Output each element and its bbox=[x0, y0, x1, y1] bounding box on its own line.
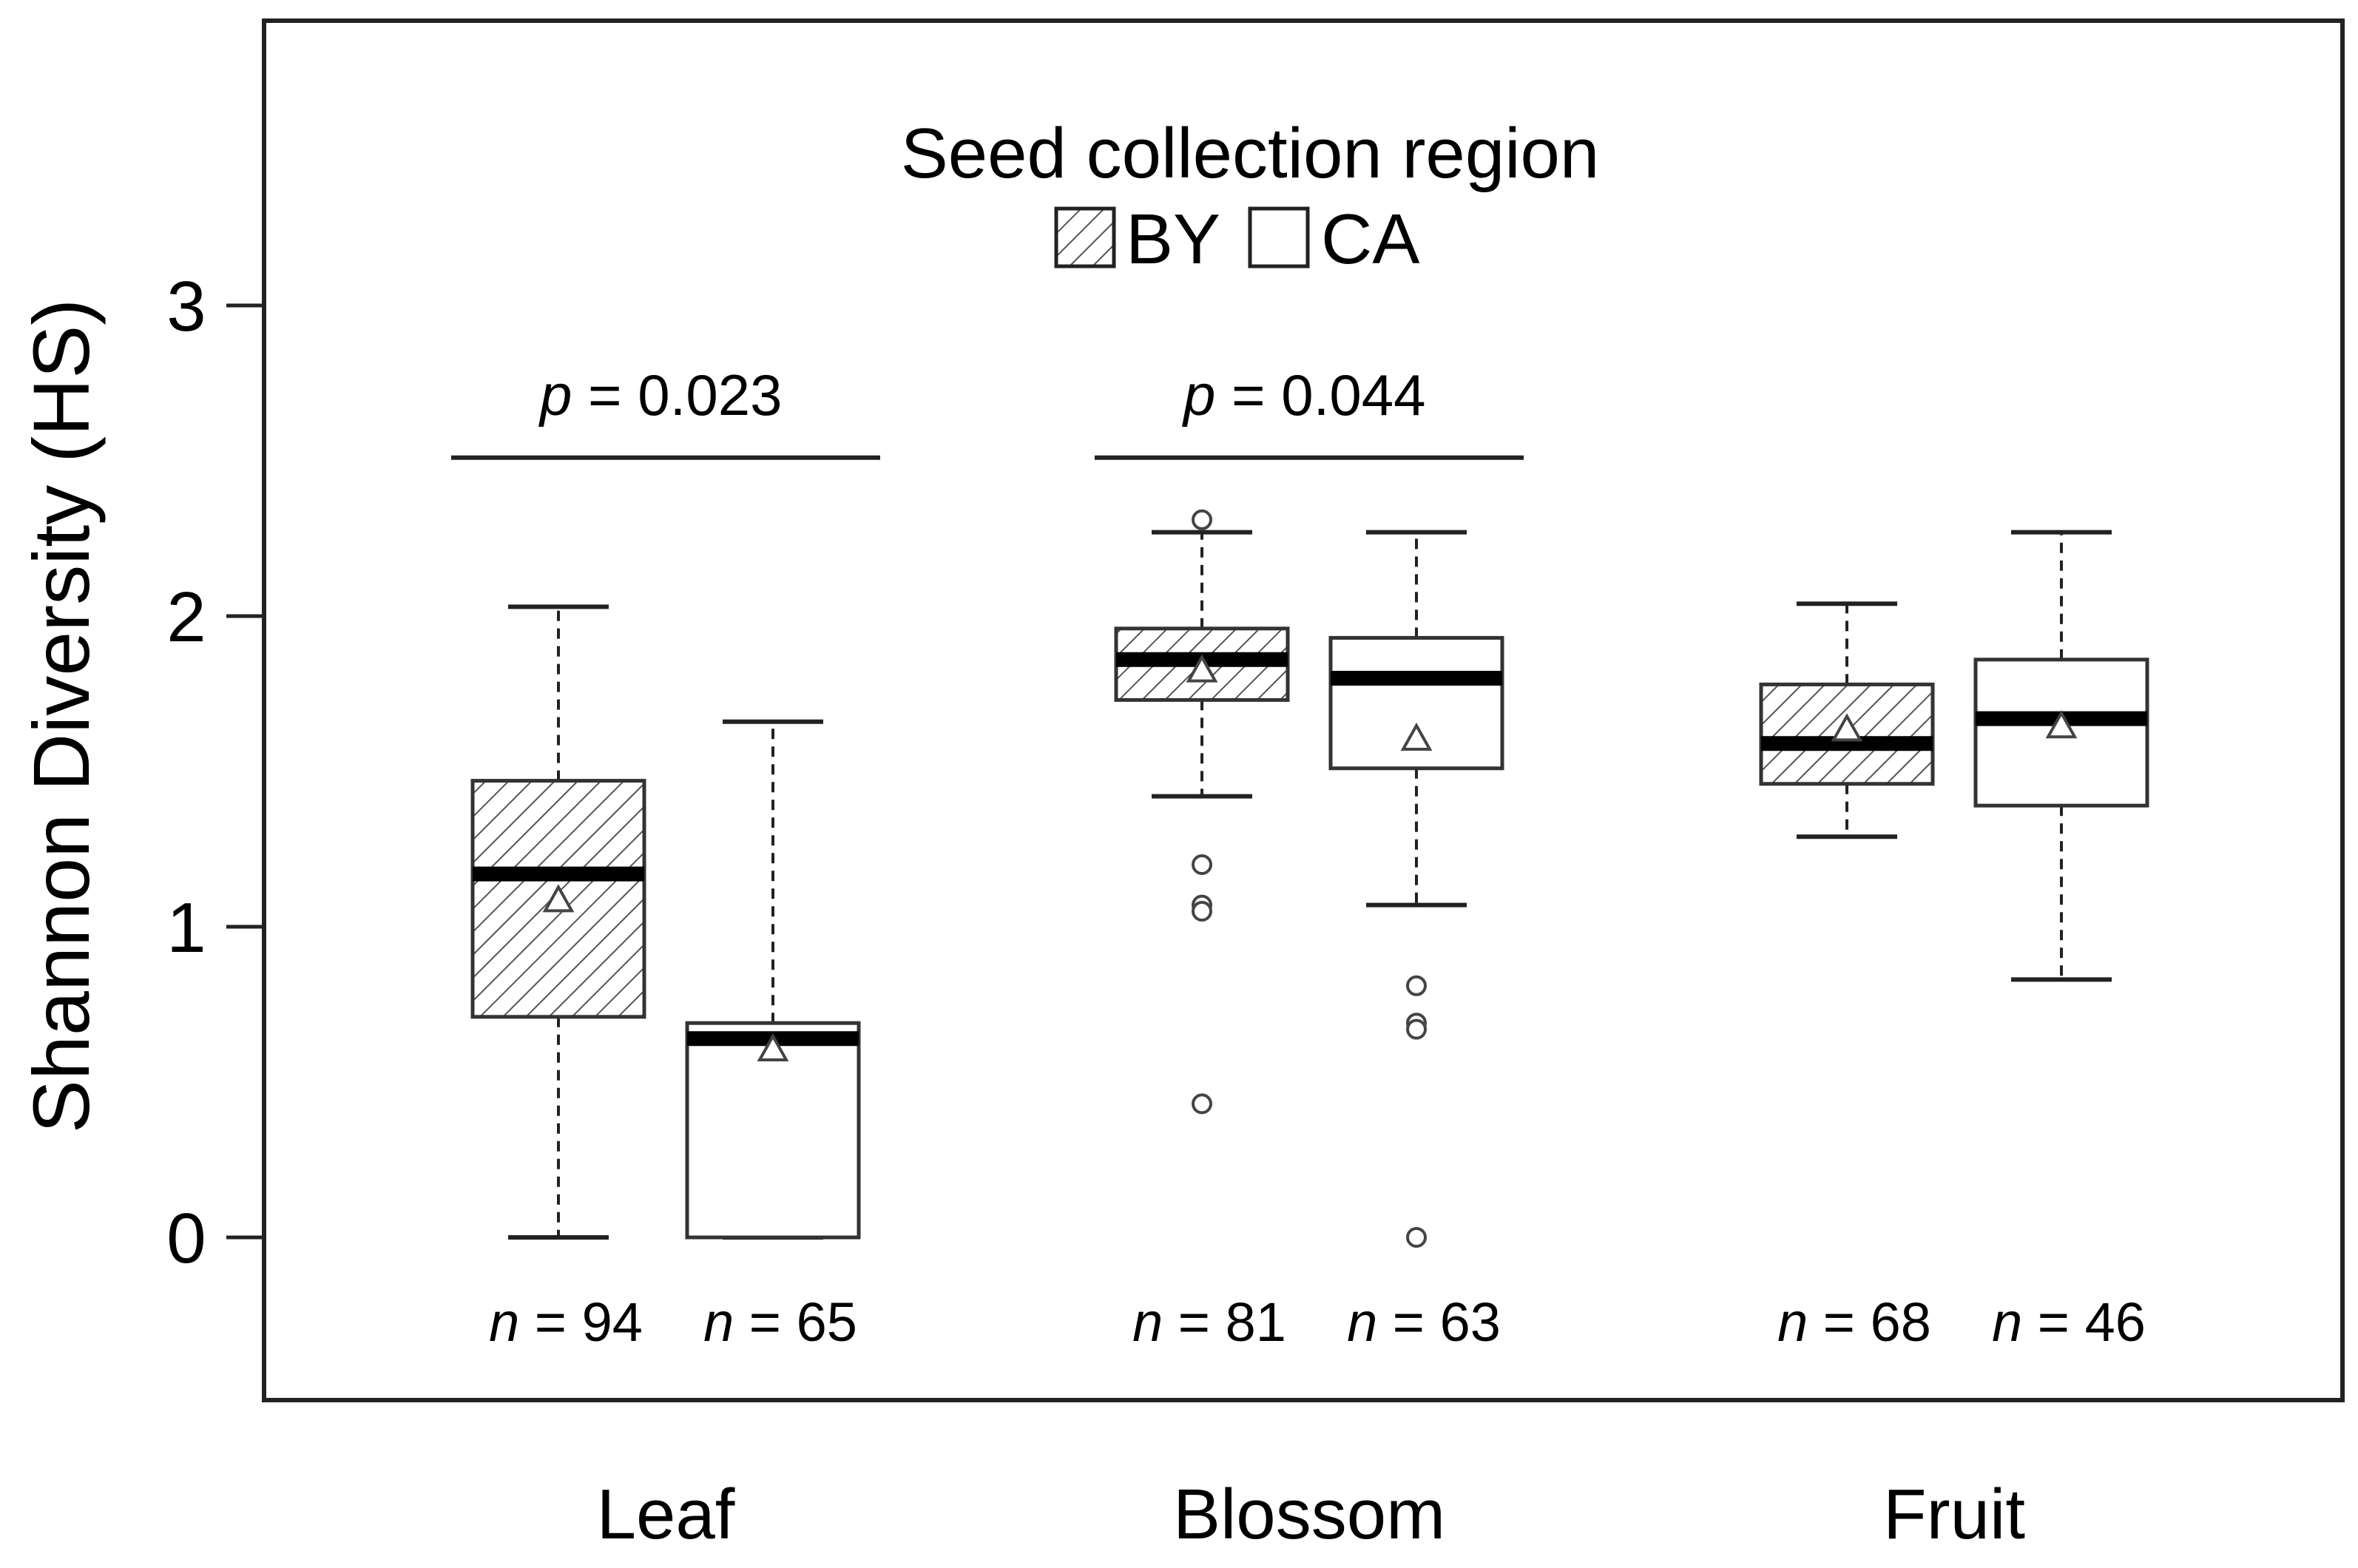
x-category-labels: Leaf Blossom Fruit bbox=[597, 1475, 2025, 1554]
mean-marker-ca-blossom bbox=[1400, 722, 1433, 751]
p-value-blossom: p = 0.044 bbox=[1182, 362, 1425, 428]
legend-swatch-ca bbox=[1248, 206, 1310, 268]
y-tick-label-1: 1 bbox=[166, 888, 206, 967]
legend: Seed collection region BY CA bbox=[901, 114, 1600, 279]
legend-label-ca: CA bbox=[1321, 200, 1419, 279]
x-label-blossom: Blossom bbox=[1173, 1475, 1445, 1554]
mean-marker-by-blossom bbox=[1186, 654, 1218, 683]
x-label-leaf: Leaf bbox=[597, 1475, 735, 1554]
outlier-by-blossom-4 bbox=[1192, 1093, 1212, 1115]
legend-title: Seed collection region bbox=[901, 114, 1600, 193]
y-axis: 0 1 2 3 bbox=[166, 267, 264, 1278]
y-tick-label-2: 2 bbox=[166, 578, 206, 657]
outlier-by-blossom-1 bbox=[1192, 854, 1212, 875]
sample-size-labels: n = 94 n = 81 n = 68 n = 65 n = 63 n = 46 bbox=[489, 1291, 2146, 1353]
outlier-by-blossom-3 bbox=[1192, 901, 1212, 922]
n-label-ca-leaf: n = 65 bbox=[703, 1291, 857, 1353]
p-value-leaf: p = 0.023 bbox=[538, 362, 782, 428]
box-ca-fruit bbox=[1973, 530, 2149, 982]
y-axis-label: Shannon Diversity (HS) bbox=[16, 299, 106, 1133]
n-label-ca-fruit: n = 46 bbox=[1992, 1291, 2146, 1353]
outlier-ca-blossom-0 bbox=[1406, 975, 1427, 996]
outlier-by-blossom-0 bbox=[1192, 509, 1212, 530]
n-label-ca-blossom: n = 63 bbox=[1347, 1291, 1501, 1353]
outlier-ca-blossom-3 bbox=[1406, 1227, 1427, 1248]
outlier-ca-blossom-2 bbox=[1406, 1018, 1427, 1040]
n-label-by-fruit: n = 68 bbox=[1777, 1291, 1931, 1353]
legend-swatch-by bbox=[1054, 206, 1116, 268]
y-tick-label-0: 0 bbox=[166, 1199, 206, 1278]
n-label-by-blossom: n = 81 bbox=[1132, 1291, 1286, 1353]
y-tick-label-3: 3 bbox=[166, 267, 206, 346]
mean-marker-by-fruit bbox=[1831, 713, 1863, 742]
plot-frame bbox=[262, 18, 2345, 1402]
mean-marker-by-leaf bbox=[542, 884, 575, 913]
box-by-blossom bbox=[1114, 509, 1290, 1115]
mean-marker-ca-fruit bbox=[2045, 710, 2078, 739]
box-ca-leaf bbox=[685, 719, 861, 1240]
x-label-fruit: Fruit bbox=[1883, 1475, 2025, 1554]
box-ca-blossom bbox=[1328, 530, 1504, 1248]
box-by-fruit bbox=[1759, 601, 1935, 839]
n-label-by-leaf: n = 94 bbox=[489, 1291, 643, 1353]
box-series bbox=[470, 509, 2149, 1248]
significance-annotations: p = 0.023 p = 0.044 bbox=[451, 362, 1524, 460]
box-by-leaf bbox=[470, 604, 646, 1240]
legend-label-by: BY bbox=[1126, 200, 1220, 279]
mean-marker-ca-leaf bbox=[757, 1033, 789, 1061]
